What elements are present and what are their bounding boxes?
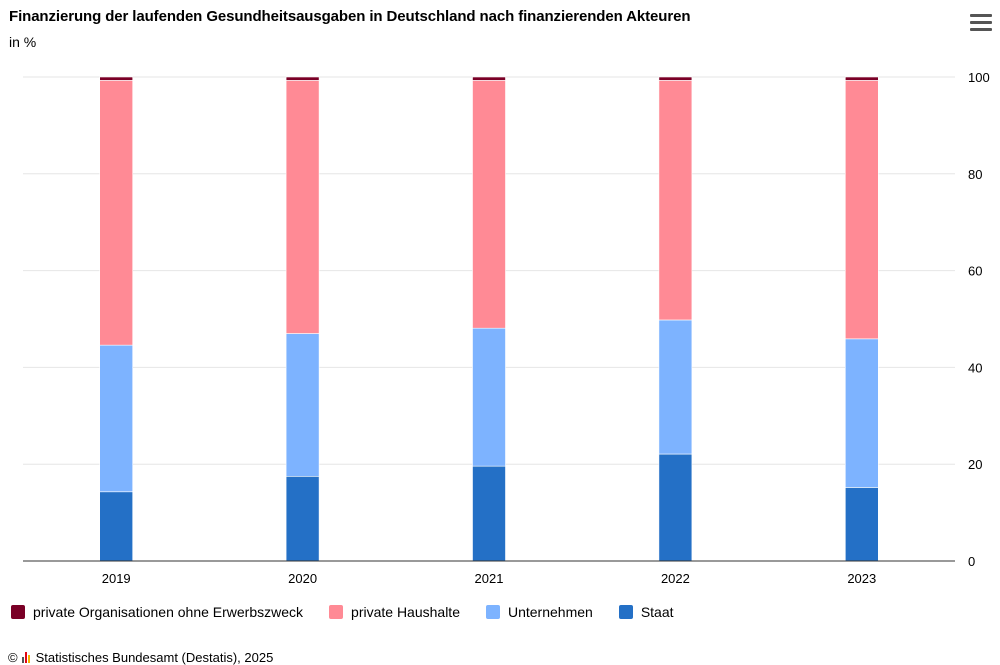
bar-segment[interactable]: [658, 80, 693, 321]
bar-segment[interactable]: [472, 80, 506, 329]
bar-segment[interactable]: [285, 475, 320, 562]
copyright-symbol: ©: [8, 650, 18, 665]
y-tick-label: 0: [968, 554, 975, 569]
legend-item-staat[interactable]: Staat: [618, 604, 674, 620]
bar-segment[interactable]: [658, 453, 693, 562]
bar-segment[interactable]: [844, 80, 879, 340]
legend: private Organisationen ohne Erwerbszweck…: [11, 604, 700, 620]
legend-swatch: [485, 605, 500, 619]
hamburger-menu-icon[interactable]: [970, 14, 992, 34]
legend-label: private Organisationen ohne Erwerbszweck: [33, 604, 304, 620]
legend-item-private-organisationen[interactable]: private Organisationen ohne Erwerbszweck: [11, 604, 303, 620]
stacked-bar-chart: 0 20 40 60 80 100 2019 2020 2021 2022 2023: [23, 70, 990, 586]
chart-subtitle: in %: [9, 34, 37, 50]
y-tick-label: 40: [968, 360, 982, 375]
y-tick-label: 80: [968, 167, 982, 182]
destatis-logo-icon: [21, 652, 31, 663]
bar-segment[interactable]: [844, 338, 879, 488]
source-text[interactable]: Statistisches Bundesamt (Destatis), 2025: [35, 650, 274, 665]
legend-swatch: [618, 605, 633, 619]
bar-segment[interactable]: [658, 76, 693, 81]
x-tick-label: 2022: [661, 571, 690, 586]
legend-item-unternehmen[interactable]: Unternehmen: [485, 604, 593, 620]
bar-segment[interactable]: [658, 319, 693, 455]
bar-segment[interactable]: [472, 76, 506, 81]
bar-segment[interactable]: [99, 344, 133, 493]
y-tick-label: 60: [968, 264, 982, 279]
legend-label: Staat: [640, 604, 674, 620]
y-tick-label: 100: [968, 70, 990, 85]
legend-item-private-haushalte[interactable]: private Haushalte: [329, 604, 460, 620]
x-tick-label: 2019: [102, 571, 131, 586]
bar-segment[interactable]: [99, 80, 133, 346]
x-tick-label: 2021: [475, 571, 504, 586]
bar-segment[interactable]: [285, 333, 320, 477]
bar-segment[interactable]: [285, 80, 320, 334]
chart-title: Finanzierung der laufenden Gesundheitsau…: [9, 8, 691, 25]
legend-swatch: [11, 605, 25, 619]
bar-segment[interactable]: [472, 465, 506, 562]
x-tick-label: 2020: [288, 571, 317, 586]
x-tick-label: 2023: [847, 571, 876, 586]
bar-segment[interactable]: [844, 487, 879, 562]
y-tick-label: 20: [968, 457, 982, 472]
bar-segment[interactable]: [844, 76, 879, 81]
bar-segment[interactable]: [99, 491, 133, 562]
legend-swatch: [329, 605, 344, 619]
bar-segment[interactable]: [285, 76, 320, 81]
legend-label: Unternehmen: [507, 604, 593, 620]
source-footer: © Statistisches Bundesamt (Destatis), 20…: [8, 650, 273, 665]
legend-label: private Haushalte: [351, 604, 460, 620]
bar-segment[interactable]: [472, 327, 506, 467]
bar-segment[interactable]: [99, 76, 133, 81]
